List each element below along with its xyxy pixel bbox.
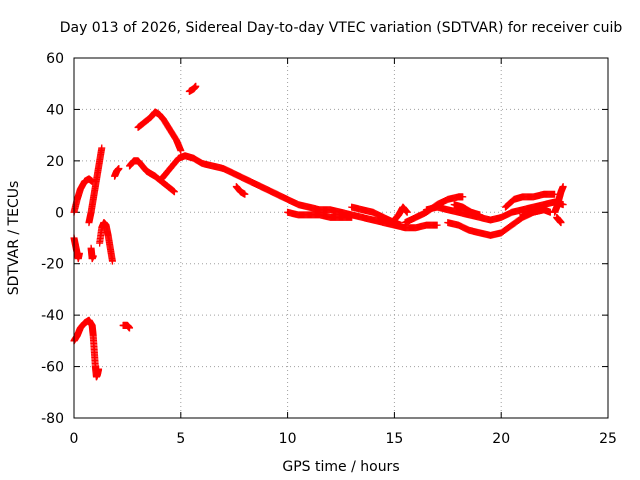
data-point <box>476 211 484 219</box>
data-point <box>348 213 356 221</box>
data-point <box>108 257 116 265</box>
data-point <box>126 324 134 332</box>
x-tick-label: 5 <box>176 431 185 447</box>
data-point <box>98 144 106 152</box>
y-tick-label: 0 <box>55 205 64 221</box>
x-tick-label: 20 <box>492 431 510 447</box>
chart-title: Day 013 of 2026, Sidereal Day-to-day VTE… <box>60 20 623 36</box>
data-point <box>170 188 178 196</box>
data-point <box>397 221 405 229</box>
y-axis-label: SDTVAR / TECUs <box>6 181 22 296</box>
y-tick-label: 40 <box>46 102 64 118</box>
data-point <box>177 147 185 155</box>
data-points <box>70 82 567 381</box>
data-point <box>459 193 467 201</box>
data-point <box>95 365 103 373</box>
data-point <box>241 190 249 198</box>
y-tick-label: -20 <box>41 257 64 273</box>
data-point <box>557 219 565 227</box>
tick-labels: 0 5 10 15 20 25 -80 -60 -40 -20 0 20 40 60 <box>41 51 617 447</box>
plot-frame <box>73 57 609 419</box>
data-point <box>89 252 97 260</box>
x-axis-label: GPS time / hours <box>282 459 399 475</box>
data-point <box>559 183 567 191</box>
x-tick-label: 10 <box>279 431 297 447</box>
y-tick-label: 60 <box>46 51 64 67</box>
x-tick-label: 25 <box>599 431 617 447</box>
data-point <box>115 165 123 173</box>
y-tick-label: -60 <box>41 360 64 376</box>
data-point <box>433 221 441 229</box>
axis-ticks <box>73 57 609 419</box>
data-point <box>192 82 200 90</box>
x-tick-label: 15 <box>385 431 403 447</box>
data-point <box>75 249 83 257</box>
data-point <box>403 208 411 216</box>
x-tick-label: 0 <box>70 431 79 447</box>
y-tick-label: -40 <box>41 308 64 324</box>
y-tick-label: -80 <box>41 411 64 427</box>
y-tick-label: 20 <box>46 154 64 170</box>
